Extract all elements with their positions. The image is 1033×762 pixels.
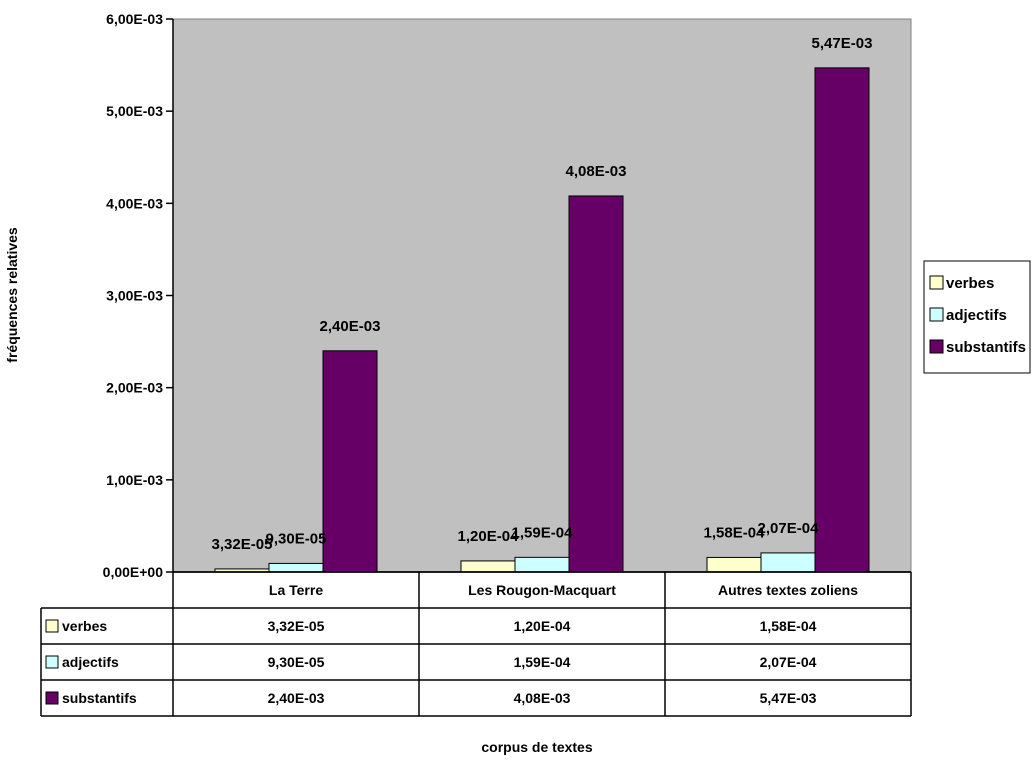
data-label-adjectifs-1: 1,59E-04	[512, 524, 574, 541]
bar-substantifs-2	[814, 67, 870, 573]
y-tick-label: 2,00E-03	[106, 380, 163, 396]
legend-key-substantifs	[929, 339, 944, 354]
data-label-substantifs-1: 4,08E-03	[566, 163, 627, 180]
data-label-adjectifs-2: 2,07E-04	[758, 520, 820, 537]
bar-verbes-1	[460, 560, 516, 573]
table-header-cell: Autres textes zoliens	[718, 582, 858, 598]
data-label-substantifs-0: 2,40E-03	[320, 318, 381, 335]
bar-adjectifs-0	[268, 562, 324, 573]
y-tick-label: 5,00E-03	[106, 103, 163, 119]
legend-label-adjectifs: adjectifs	[946, 307, 1007, 324]
table-cell: 2,07E-04	[760, 654, 817, 670]
table-legend-key-adjectifs	[45, 655, 59, 669]
legend-key-verbes	[929, 275, 944, 290]
y-tick-label: 4,00E-03	[106, 195, 163, 211]
bar-substantifs-0	[322, 350, 378, 573]
data-label-verbes-1: 1,20E-04	[458, 528, 520, 545]
table-row-label: substantifs	[62, 690, 137, 706]
bar-adjectifs-1	[514, 556, 570, 573]
table-cell: 1,20E-04	[514, 618, 571, 634]
table-cell: 3,32E-05	[268, 618, 325, 634]
legend-key-adjectifs	[929, 307, 944, 322]
x-axis-title: corpus de textes	[481, 739, 592, 755]
bar-adjectifs-2	[760, 552, 816, 573]
data-label-substantifs-2: 5,47E-03	[812, 35, 873, 52]
data-label-verbes-0: 3,32E-05	[212, 536, 273, 553]
table-cell: 4,08E-03	[514, 690, 571, 706]
table-legend-key-substantifs	[45, 691, 59, 705]
y-axis-title: fréquences relatives	[4, 227, 20, 363]
data-label-verbes-2: 1,58E-04	[704, 524, 766, 541]
table-cell: 1,58E-04	[760, 618, 817, 634]
bar-verbes-2	[706, 556, 762, 573]
table-header-cell: La Terre	[269, 582, 323, 598]
table-header-cell: Les Rougon-Macquart	[468, 582, 616, 598]
y-tick-label: 1,00E-03	[106, 472, 163, 488]
legend-label-verbes: verbes	[946, 275, 994, 292]
y-tick-label: 0,00E+00	[103, 564, 164, 580]
table-row-label: adjectifs	[62, 654, 119, 670]
table-row-label: verbes	[62, 618, 107, 634]
bar-substantifs-1	[568, 195, 624, 573]
legend-label-substantifs: substantifs	[946, 339, 1026, 356]
y-tick-label: 3,00E-03	[106, 288, 163, 304]
table-legend-key-verbes	[45, 619, 59, 633]
table-cell: 2,40E-03	[268, 690, 325, 706]
table-cell: 5,47E-03	[760, 690, 817, 706]
data-label-adjectifs-0: 9,30E-05	[266, 530, 327, 547]
y-tick-label: 6,00E-03	[106, 11, 163, 27]
table-cell: 9,30E-05	[268, 654, 325, 670]
plot-area	[172, 18, 912, 573]
table-cell: 1,59E-04	[514, 654, 571, 670]
